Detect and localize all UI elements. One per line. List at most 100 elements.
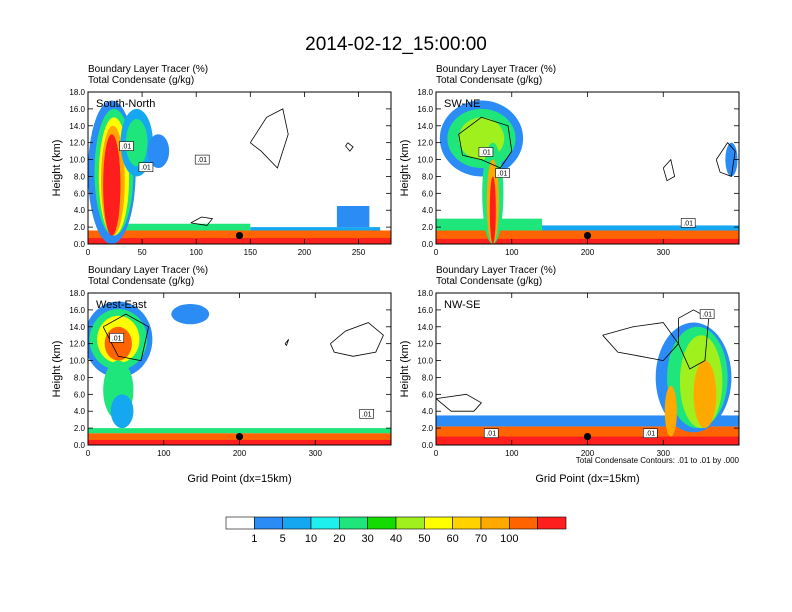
main-title: 2014-02-12_15:00:00	[305, 34, 487, 55]
tracer-blob	[103, 134, 121, 236]
contour-label-box	[680, 218, 696, 228]
colorbar: 1 5 10 20 30 40 50 60 70 100	[225, 516, 567, 545]
tracer-blob	[725, 142, 738, 177]
panel-header-line: Total Condensate (g/kg)	[436, 75, 542, 86]
tracer-band	[120, 223, 251, 231]
x-tick-label: 200	[581, 449, 595, 458]
panel-header-line: Boundary Layer Tracer (%)	[436, 265, 556, 276]
tracer-field: .01 .01 .01	[88, 100, 391, 244]
x-tick-label: 0	[434, 248, 439, 257]
y-tick-label: 10.0	[69, 156, 85, 165]
condensate-contour	[190, 216, 214, 226]
y-axis-label: Height (km)	[399, 341, 411, 398]
y-axis-label: Height (km)	[399, 140, 411, 197]
y-tick-label: 8.0	[74, 373, 86, 382]
colorbar-swatch	[452, 516, 482, 530]
contour-label-box	[699, 309, 715, 319]
y-tick-label: 16.0	[417, 105, 433, 114]
tracer-blob	[147, 134, 170, 168]
location-marker	[235, 231, 244, 240]
tracer-field: .01 .01 .01	[436, 100, 739, 244]
colorbar-label: 40	[390, 533, 402, 545]
y-tick-label: 14.0	[417, 323, 433, 332]
contour-label-box	[643, 428, 658, 439]
x-axis-label: Grid Point (dx=15km)	[187, 473, 291, 485]
x-axis-label: Grid Point (dx=15km)	[535, 473, 639, 485]
panel-header-line: Total Condensate (g/kg)	[436, 276, 542, 287]
y-tick-label: 6.0	[422, 390, 434, 399]
tracer-band	[436, 415, 739, 427]
contour-label-box	[483, 428, 499, 439]
tracer-blob	[110, 394, 134, 429]
panel-label: SW-NE	[444, 98, 480, 110]
condensate-contour	[249, 108, 289, 169]
condensate-contour	[102, 313, 150, 362]
y-tick-label: 6.0	[422, 189, 434, 198]
plot-frame	[87, 91, 392, 245]
contour-label-box	[138, 162, 154, 172]
location-marker	[235, 432, 244, 441]
y-tick-label: 12.0	[417, 139, 433, 148]
tracer-band	[88, 238, 391, 244]
y-tick-label: 12.0	[417, 340, 433, 349]
colorbar-label: 70	[475, 533, 487, 545]
y-tick-label: 0.0	[74, 441, 86, 450]
contour-note: Total Condensate Contours: .01 to .01 by…	[576, 456, 740, 465]
condensate-contour	[436, 393, 483, 412]
contour-label: .01	[498, 171, 508, 178]
tracer-band	[88, 428, 391, 434]
tracer-blob	[171, 303, 210, 325]
x-tick-label: 0	[434, 449, 439, 458]
y-tick-label: 2.0	[422, 223, 434, 232]
x-tick-label: 200	[581, 248, 595, 257]
colorbar-swatch	[509, 516, 538, 530]
condensate-contour	[284, 339, 290, 347]
colorbar-label: 30	[362, 533, 374, 545]
y-tick-label: 0.0	[422, 240, 434, 249]
y-tick-label: 8.0	[422, 172, 434, 181]
panel-header-line: Total Condensate (g/kg)	[88, 276, 194, 287]
tracer-blob	[664, 385, 677, 437]
condensate-contour	[602, 322, 679, 362]
x-tick-label: 200	[298, 248, 312, 257]
y-tick-label: 14.0	[69, 323, 85, 332]
colorbar-swatch	[537, 516, 567, 530]
y-tick-label: 12.0	[69, 139, 85, 148]
panel-3: Boundary Layer Tracer (%)Total Condensat…	[51, 265, 392, 485]
y-tick-label: 18.0	[417, 88, 433, 97]
colorbar-swatch	[225, 516, 255, 530]
y-tick-label: 4.0	[422, 206, 434, 215]
tracer-blob	[125, 119, 148, 167]
y-tick-label: 12.0	[69, 340, 85, 349]
contour-label-box	[194, 154, 210, 165]
panel-header-line: Boundary Layer Tracer (%)	[436, 64, 556, 75]
condensate-contour	[330, 322, 384, 357]
y-tick-label: 16.0	[69, 105, 85, 114]
panels: Boundary Layer Tracer (%)Total Condensat…	[51, 64, 740, 485]
colorbar-swatch	[339, 516, 368, 530]
x-tick-label: 0	[86, 449, 91, 458]
colorbar-swatch	[282, 516, 312, 530]
contour-label: .01	[112, 335, 122, 342]
location-marker	[583, 432, 592, 441]
panel-header-line: Boundary Layer Tracer (%)	[88, 265, 208, 276]
y-tick-label: 2.0	[74, 223, 86, 232]
y-tick-label: 2.0	[74, 424, 86, 433]
contour-label: .01	[702, 312, 712, 319]
y-tick-label: 8.0	[422, 373, 434, 382]
panel-2: Boundary Layer Tracer (%)Total Condensat…	[399, 64, 740, 257]
colorbar-swatch	[395, 516, 425, 530]
contour-label: .01	[683, 220, 693, 227]
panel-header-line: Boundary Layer Tracer (%)	[88, 64, 208, 75]
contour-label: .01	[645, 431, 655, 438]
y-tick-label: 2.0	[422, 424, 434, 433]
y-tick-label: 10.0	[417, 357, 433, 366]
contour-label-box	[119, 141, 134, 151]
panel-label: South-North	[96, 98, 155, 110]
contour-label: .01	[362, 411, 372, 418]
y-tick-label: 10.0	[417, 156, 433, 165]
contour-label: .01	[122, 144, 132, 151]
contour-label: .01	[486, 431, 496, 438]
colorbar-label: 5	[280, 533, 286, 545]
tracer-blob	[489, 176, 496, 244]
